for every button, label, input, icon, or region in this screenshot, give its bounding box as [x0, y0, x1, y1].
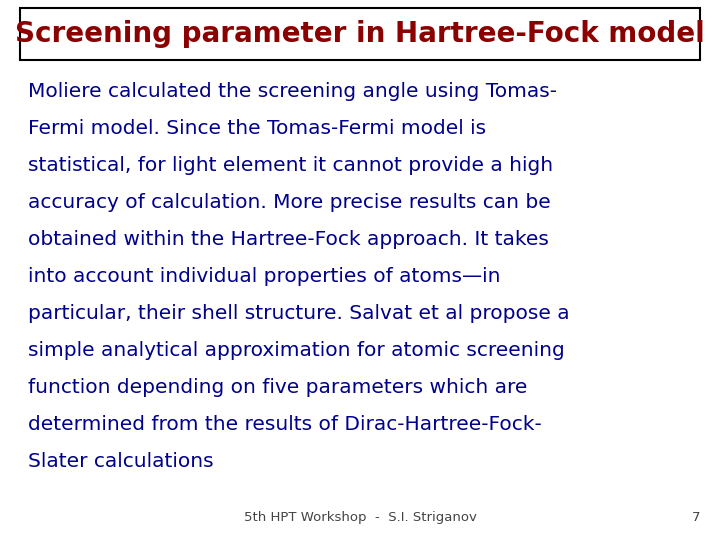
Text: simple analytical approximation for atomic screening: simple analytical approximation for atom…	[28, 341, 564, 360]
Text: Fermi model. Since the Tomas-Fermi model is: Fermi model. Since the Tomas-Fermi model…	[28, 119, 486, 138]
Text: obtained within the Hartree-Fock approach. It takes: obtained within the Hartree-Fock approac…	[28, 230, 549, 249]
Text: Moliere calculated the screening angle using Tomas-: Moliere calculated the screening angle u…	[28, 82, 557, 101]
Text: statistical, for light element it cannot provide a high: statistical, for light element it cannot…	[28, 156, 553, 175]
Text: function depending on five parameters which are: function depending on five parameters wh…	[28, 378, 527, 397]
Text: particular, their shell structure. Salvat et al propose a: particular, their shell structure. Salva…	[28, 304, 570, 323]
Text: accuracy of calculation. More precise results can be: accuracy of calculation. More precise re…	[28, 193, 551, 212]
Text: 5th HPT Workshop  -  S.I. Striganov: 5th HPT Workshop - S.I. Striganov	[243, 511, 477, 524]
Text: 7: 7	[691, 511, 700, 524]
FancyBboxPatch shape	[20, 8, 700, 60]
Text: into account individual properties of atoms—in: into account individual properties of at…	[28, 267, 500, 286]
Text: Slater calculations: Slater calculations	[28, 452, 214, 471]
Text: Screening parameter in Hartree-Fock model: Screening parameter in Hartree-Fock mode…	[15, 20, 705, 48]
Text: determined from the results of Dirac-Hartree-Fock-: determined from the results of Dirac-Har…	[28, 415, 541, 434]
